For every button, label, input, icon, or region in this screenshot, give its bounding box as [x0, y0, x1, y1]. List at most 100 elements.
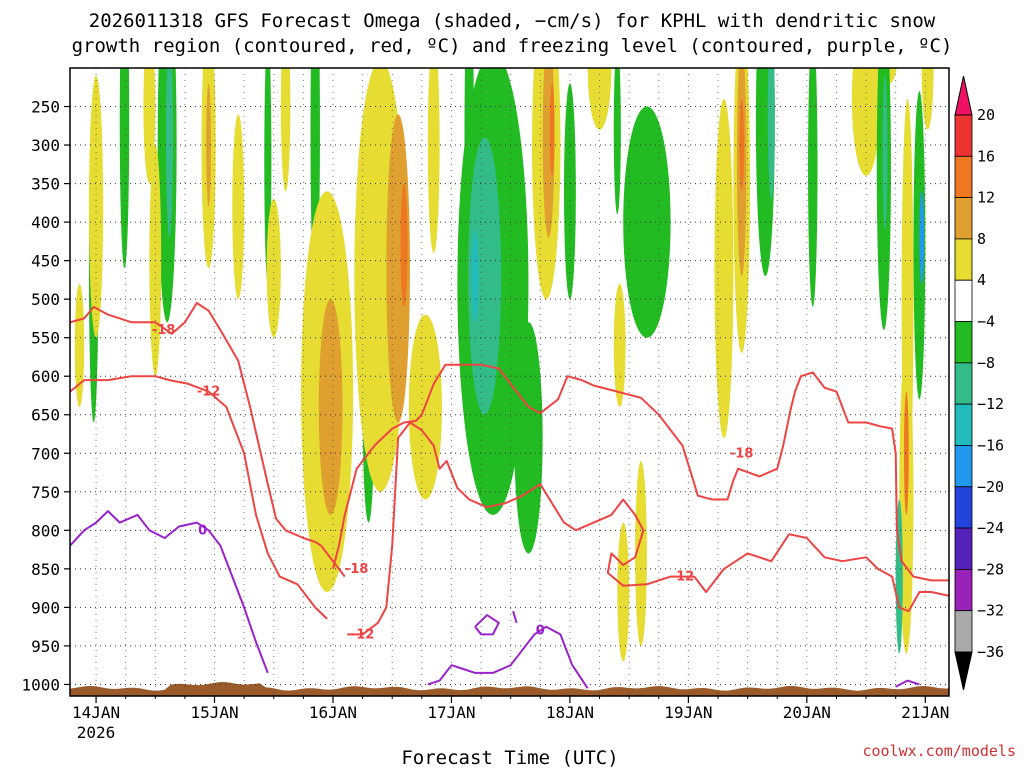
omega-cell-55 — [913, 91, 926, 400]
colorbar-label-10: −24 — [977, 519, 1004, 537]
colorbar-swatch-8 — [954, 445, 973, 488]
colorbar-swatch-2 — [954, 197, 973, 240]
freezing-contour-line-4 — [895, 679, 920, 688]
dgz-contour-label-5: -18 — [730, 446, 754, 461]
colorbar-label-5: −4 — [977, 313, 995, 331]
y-tick-label-1000: 1000 — [21, 675, 60, 694]
y-tick-label-350: 350 — [31, 175, 60, 194]
omega-cell-28 — [468, 137, 502, 415]
colorbar-label-1: 16 — [977, 147, 995, 165]
colorbar-top-arrow — [954, 75, 973, 116]
y-tick-label-250: 250 — [31, 98, 60, 117]
dgz-contour-line-4 — [575, 498, 949, 613]
y-tick-label-700: 700 — [31, 444, 60, 463]
x-tick-label-20: 20JAN — [783, 703, 831, 722]
omega-cell-40 — [635, 460, 647, 646]
omega-cell-21 — [400, 183, 408, 307]
y-tick-label-550: 550 — [31, 329, 60, 348]
colorbar-label-4: 4 — [977, 271, 986, 289]
omega-cell-46 — [767, 68, 775, 199]
x-tick-label-15: 15JAN — [190, 703, 238, 722]
freezing-contour-line-0 — [70, 510, 269, 674]
y-tick-label-650: 650 — [31, 406, 60, 425]
omega-cell-29 — [471, 229, 479, 323]
y-tick-label-950: 950 — [31, 637, 60, 656]
ground-fill — [70, 682, 949, 696]
freezing-contour-label-0: 0 — [198, 523, 207, 538]
y-tick-label-600: 600 — [31, 367, 60, 386]
colorbar-label-8: −16 — [977, 436, 1004, 454]
omega-cell-10 — [206, 83, 211, 207]
colorbar-label-0: 20 — [977, 106, 995, 124]
dgz-contour-label-2: -12 — [351, 627, 375, 642]
x-tick-label-21: 21JAN — [901, 703, 949, 722]
x-year-label: 2026 — [77, 723, 116, 742]
plot-area: -18 -12 -12 -18 -12 -18 0 0 — [70, 68, 949, 696]
colorbar-swatch-6 — [954, 362, 973, 405]
freezing-contour-line-3 — [512, 610, 518, 624]
plot-frame — [69, 67, 950, 697]
omega-cell-6 — [165, 68, 174, 238]
omega-cell-56 — [919, 191, 925, 284]
omega-cell-30 — [514, 322, 543, 554]
colorbar-label-7: −12 — [977, 395, 1004, 413]
ground-terrain — [70, 682, 949, 696]
chart-title-line-2: growth region (contoured, red, ºC) and f… — [72, 35, 953, 57]
colorbar-swatch-4 — [954, 279, 973, 322]
x-tick-label-17: 17JAN — [427, 703, 475, 722]
colorbar-bottom-arrow — [954, 651, 973, 691]
omega-cell-58 — [921, 68, 934, 130]
y-axis-pressure: 250 300 350 400 450 500 550 600 650 700 750 800 850 9… — [21, 98, 70, 694]
dgz-contour-label-0: -18 — [152, 323, 176, 338]
omega-cell-34 — [563, 83, 576, 300]
omega-cell-54 — [903, 391, 909, 515]
x-axis-label: Forecast Time (UTC) — [401, 747, 618, 768]
omega-cell-51 — [882, 75, 888, 230]
colorbar-swatch-5 — [954, 321, 973, 364]
colorbar-label-2: 12 — [977, 189, 995, 207]
dgz-contour-label-4: -12 — [671, 570, 695, 585]
x-axis-time: 14JAN 15JAN 16JAN 17JAN 18JAN 19JAN 20JAN 21JAN… — [72, 696, 949, 742]
omega-cell-36 — [613, 68, 621, 215]
colorbar-swatch-0 — [954, 114, 973, 157]
omega-cell-33 — [549, 83, 555, 176]
freezing-contour-label-1: 0 — [536, 624, 545, 639]
chart-title: 2026011318 GFS Forecast Omega (shaded, −… — [72, 10, 953, 57]
omega-cell-17 — [318, 299, 343, 515]
omega-cell-4 — [119, 68, 130, 269]
colorbar-swatch-12 — [954, 610, 973, 653]
x-tick-label-14: 14JAN — [72, 703, 120, 722]
omega-cell-44 — [739, 98, 745, 192]
colorbar-label-11: −28 — [977, 560, 1004, 578]
dgz-contour-label-3: -18 — [345, 562, 369, 577]
dgz-contour-line-1 — [70, 375, 328, 620]
omega-shading — [74, 68, 934, 662]
dgz-contour-line-2 — [347, 421, 577, 636]
omega-cell-13 — [280, 68, 291, 192]
y-tick-label-750: 750 — [31, 483, 60, 502]
omega-cell-15 — [266, 198, 281, 338]
y-tick-label-500: 500 — [31, 290, 60, 309]
dgz-contour-line-5 — [593, 371, 949, 582]
colorbar: 20 16 12 8 4 −4 −8 −12 −16 −20 −24 −28 −32 −36 — [954, 75, 1004, 691]
y-tick-label-900: 900 — [31, 598, 60, 617]
colorbar-label-13: −36 — [977, 643, 1004, 661]
x-tick-label-18: 18JAN — [546, 703, 594, 722]
dgz-contour-line-0 — [70, 302, 346, 578]
omega-cell-48 — [851, 68, 881, 176]
omega-cell-22 — [427, 68, 440, 253]
dgz-contour-line-3 — [332, 363, 595, 570]
colorbar-label-12: −32 — [977, 602, 1004, 620]
contour-lines — [70, 302, 949, 689]
y-tick-label-850: 850 — [31, 560, 60, 579]
freezing-contour-line-2 — [474, 614, 500, 636]
colorbar-swatch-11 — [954, 568, 973, 612]
y-tick-label-400: 400 — [31, 213, 60, 232]
dgz-contour-label-1: -12 — [197, 385, 221, 400]
colorbar-label-9: −20 — [977, 478, 1004, 496]
colorbar-swatch-1 — [954, 155, 973, 199]
omega-cell-3 — [74, 283, 85, 408]
x-tick-label-19: 19JAN — [664, 703, 712, 722]
colorbar-swatch-9 — [954, 486, 973, 529]
